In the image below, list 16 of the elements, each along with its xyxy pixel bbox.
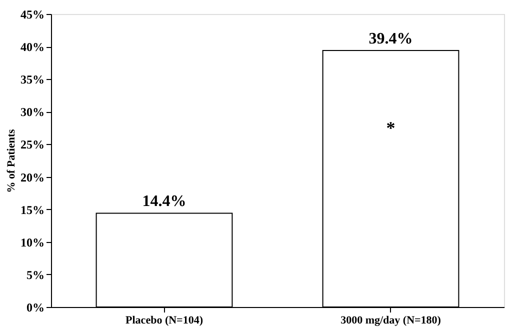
y-tick-label: 40% <box>20 40 44 54</box>
y-tick-label: 0% <box>26 300 44 314</box>
y-tick-label: 35% <box>20 72 44 87</box>
y-tick-label: 20% <box>20 170 44 184</box>
y-tick-label: 5% <box>26 268 44 282</box>
y-tick-label: 25% <box>20 138 44 152</box>
data-label: 39.4% <box>368 30 413 48</box>
x-tick-label: 3000 mg/day (N=180) <box>340 314 442 326</box>
y-axis-title: % of Patients <box>6 128 18 193</box>
y-tick-label: 45% <box>20 8 44 22</box>
y-tick-label: 15% <box>20 202 44 217</box>
y-tick-label: 30% <box>20 105 44 120</box>
data-label: 14.4% <box>142 193 186 210</box>
annotation: * <box>386 118 396 138</box>
y-tick-label: 10% <box>20 235 44 250</box>
x-tick-label: Placebo (N=104) <box>126 314 204 326</box>
